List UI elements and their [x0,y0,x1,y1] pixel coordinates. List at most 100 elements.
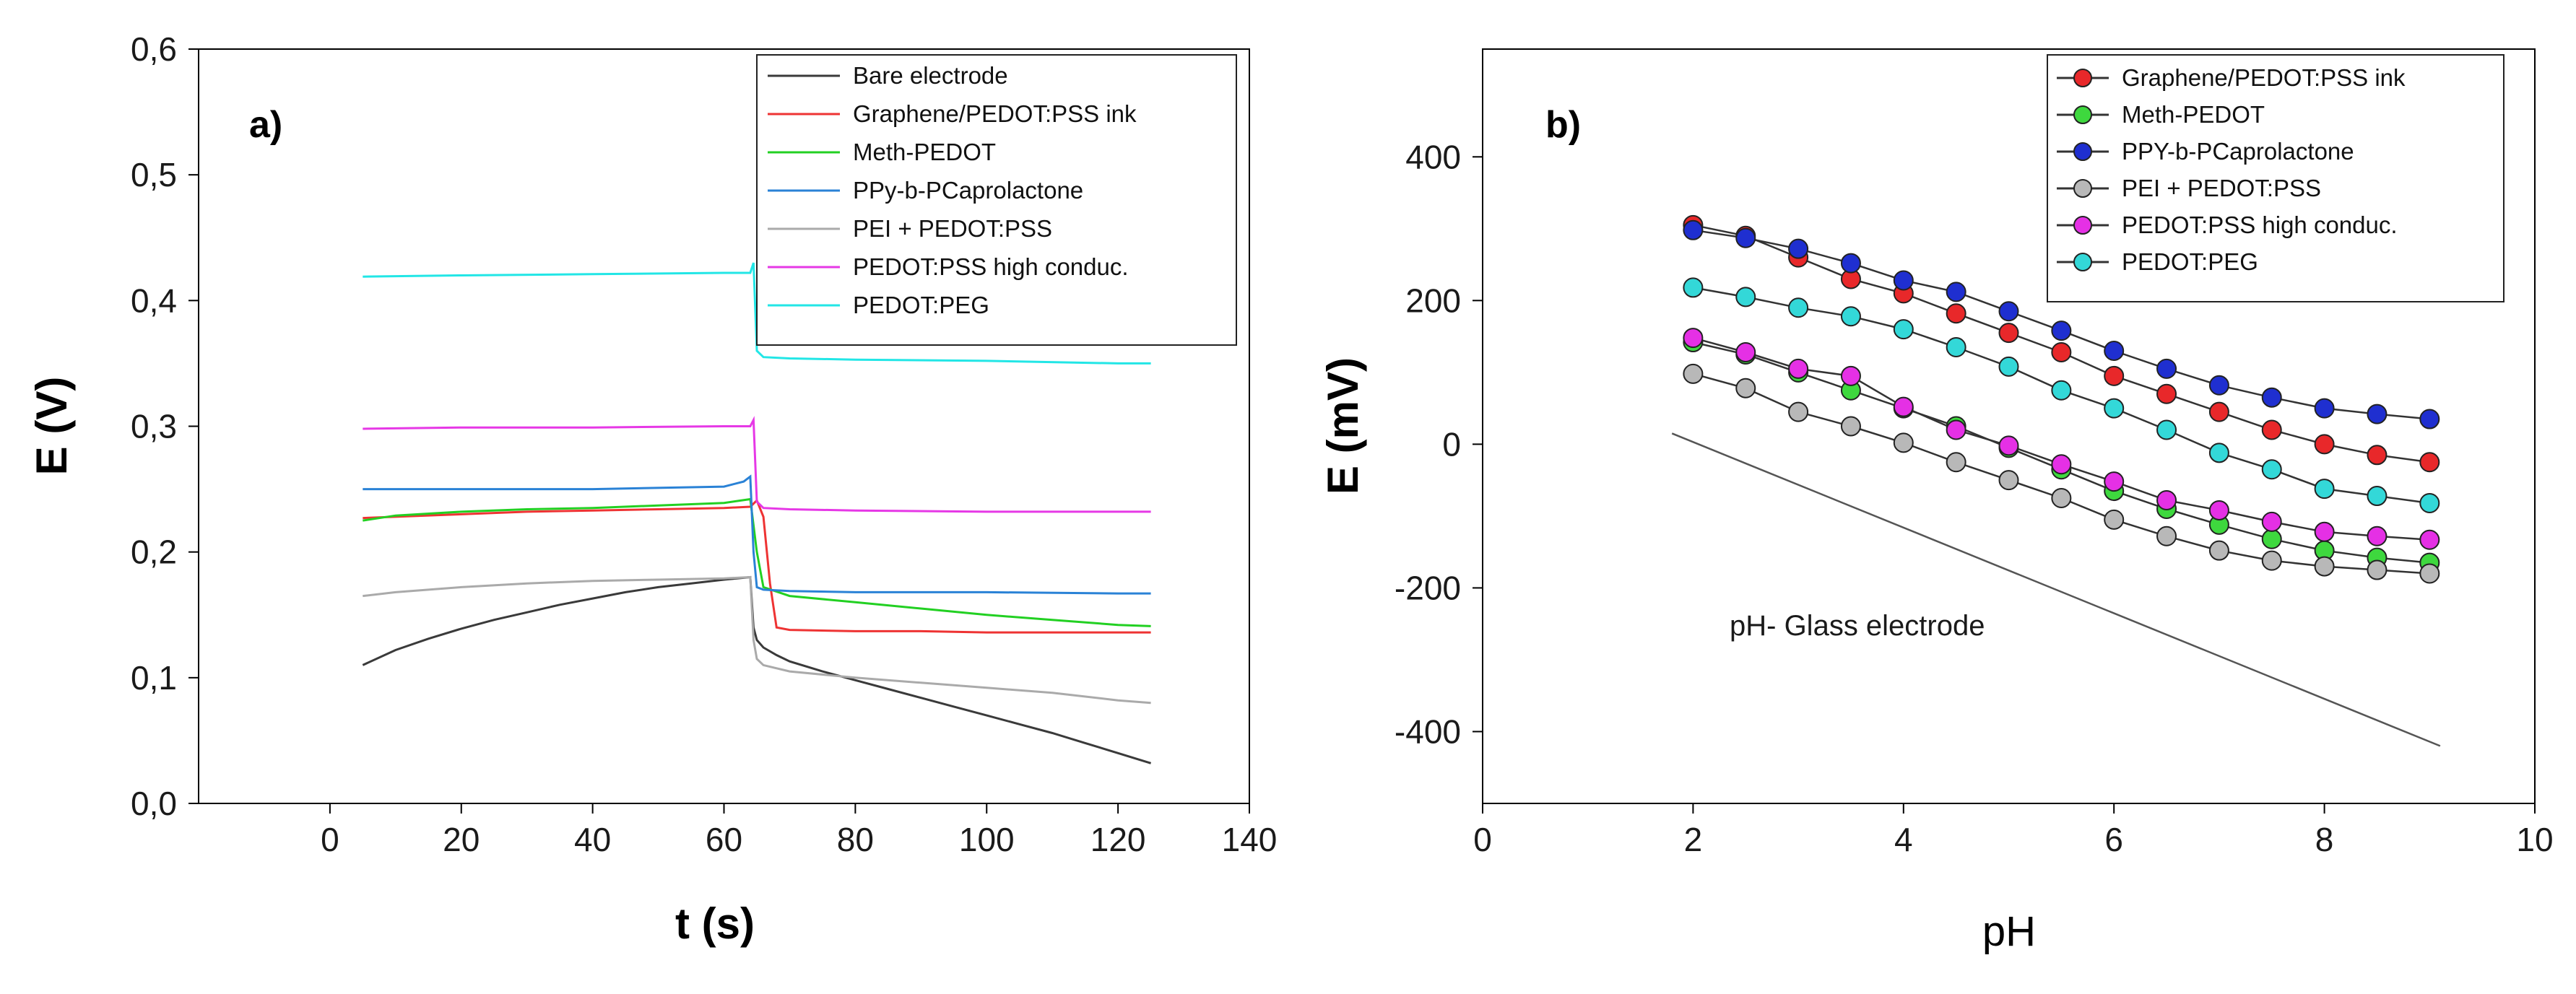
panel-a-x-tick-label: 120 [1090,821,1146,858]
panel-b-reference-line [1671,432,2441,747]
legend-marker-graphene-pedot-pss-ink [2073,69,2092,87]
data-point-ppy-b-pcaprolactone [1735,227,1756,248]
data-point-pedot-pss-high-conduc [2419,529,2440,550]
data-point-pedot-pss-high-conduc [2367,526,2388,546]
data-point-pei-pedot-pss [1998,470,2019,491]
data-point-pedot-pss-high-conduc [2314,521,2335,542]
series-line-bare-electrode [362,575,1152,764]
panel-a-label: a) [249,104,282,146]
panel-a-x-tick-label: 20 [443,821,480,858]
panel-a-y-tick-label: 0,6 [131,30,177,68]
data-point-graphene-pedot-pss-ink [2314,434,2335,455]
panel-a-legend: Bare electrode Graphene/PEDOT:PSS ink Meth… [756,54,1237,346]
data-point-pedot-pss-high-conduc [2051,454,2072,475]
legend-label-graphene-pedot-pss-ink: Graphene/PEDOT:PSS ink [853,100,1137,127]
panel-b-y-tick-label: -200 [1395,569,1461,606]
data-point-pedot-pss-high-conduc [2261,511,2282,532]
legend-marker-pedot-pss-high-conduc [2073,216,2092,235]
data-point-pei-pedot-pss [1946,452,1966,473]
panel-b-x-axis-title: pH [1982,908,2036,955]
data-point-pei-pedot-pss [2367,559,2388,580]
data-point-pedot-pss-high-conduc [2104,471,2125,492]
panel-b-x-tick-label: 10 [2516,821,2553,858]
data-point-graphene-pedot-pss-ink [1998,323,2019,344]
panel-b-x-tick-label: 6 [2104,821,2123,858]
data-point-ppy-b-pcaprolactone [1840,253,1861,274]
panel-a-y-tick-label: 0,1 [131,659,177,697]
panel-a-ticks: 0 20 40 60 80 100 120 140 0,0 0,1 0,2 0,3 0,4 0,5 0,6 [131,30,1277,858]
panel-a-y-tick-label: 0,3 [131,408,177,445]
data-point-graphene-pedot-pss-ink [1946,303,1966,324]
data-point-pei-pedot-pss [1893,432,1914,453]
panel-b-series [1683,214,2440,584]
panel-b-x-tick-label: 2 [1684,821,1703,858]
data-point-pedot-pss-high-conduc [1893,396,1914,417]
data-point-pedot-peg [1946,337,1966,358]
panel-b-y-tick-label: 400 [1405,138,1461,175]
panel-b-x-tick-label: 8 [2315,821,2334,858]
data-point-ppy-b-pcaprolactone [2261,387,2282,408]
data-point-pedot-peg [1683,277,1704,298]
panel-a-y-axis-title: E (V) [27,377,76,476]
data-point-pedot-pss-high-conduc [1998,435,2019,456]
series-line-graphene-pedot-pss-ink [363,498,1151,634]
data-point-ppy-b-pcaprolactone [2419,409,2440,430]
data-point-ppy-b-pcaprolactone [2208,375,2229,396]
legend-marker-pedot-peg [2073,253,2092,271]
data-point-pei-pedot-pss [1683,363,1704,384]
panel-a-chart: 0 20 40 60 80 100 120 1400,00,10,20,30,40,50,6 … [27,30,1277,948]
panel-b-y-tick-label: 200 [1405,282,1461,319]
legend-marker-ppy-b-pcaprolactone [2073,142,2092,161]
panel-a-legend-box [756,54,1237,346]
panel-a-x-tick-label: 80 [837,821,874,858]
panel-a-x-tick-label: 60 [706,821,742,858]
data-point-pedot-peg [1893,319,1914,340]
panel-b-x-tick-label: 0 [1473,821,1492,858]
panel-b-y-axis-title: E (mV) [1319,357,1367,494]
panel-b-y-tick-label: -400 [1395,712,1461,750]
data-point-pei-pedot-pss [2419,563,2440,584]
panel-a-x-axis-title: t (s) [675,899,755,948]
data-point-pei-pedot-pss [2261,550,2282,571]
series-line-pei-pedot-pss [363,575,1151,705]
legend-label-pedot-peg: PEDOT:PEG [853,292,989,318]
data-point-ppy-b-pcaprolactone [1893,270,1914,291]
data-point-graphene-pedot-pss-ink [2051,341,2072,362]
data-point-pei-pedot-pss [2156,526,2177,546]
legend-label-ppy-b-pcaprolactone: PPy-b-PCaprolactone [853,177,1083,204]
glass-electrode-line [1671,432,2441,747]
legend-label-ppy-b-pcaprolactone: PPY-b-PCaprolactone [2122,138,2354,165]
panel-a-y-tick-label: 0,0 [131,785,177,822]
data-point-pedot-peg [2104,398,2125,419]
legend-label-graphene-pedot-pss-ink: Graphene/PEDOT:PSS ink [2122,64,2406,91]
panel-b-chart: 0 2 4 6 8 10 -400 -200 0 200 400 b) pH- Glass elec… [1319,48,2554,955]
legend-label-pedot-pss-high-conduc: PEDOT:PSS high conduc. [853,253,1129,280]
data-point-pei-pedot-pss [2208,540,2229,561]
panel-a-x-tick-label: 100 [959,821,1015,858]
data-point-pedot-pss-high-conduc [1788,358,1809,379]
panel-a-x-tick-label: 140 [1222,821,1278,858]
data-point-pedot-peg [2419,492,2440,513]
data-point-pedot-peg [1840,306,1861,327]
legend-marker-pei-pedot-pss [2073,179,2092,198]
legend-label-pei-pedot-pss: PEI + PEDOT:PSS [853,215,1052,242]
data-point-pedot-peg [2367,486,2388,507]
legend-label-pedot-peg: PEDOT:PEG [2122,248,2258,275]
data-point-pedot-peg [2208,442,2229,463]
data-point-pedot-peg [1998,356,2019,377]
legend-label-pei-pedot-pss: PEI + PEDOT:PSS [2122,175,2321,201]
data-point-ppy-b-pcaprolactone [1683,219,1704,240]
panel-a-y-tick-label: 0,4 [131,282,177,319]
panel-a-y-tick-label: 0,5 [131,156,177,193]
data-point-pedot-pss-high-conduc [2156,490,2177,511]
series-line-pedot-peg [363,262,1151,365]
panel-b-legend-box [2047,54,2505,302]
data-point-pedot-pss-high-conduc [1946,419,1966,440]
legend-label-bare-electrode: Bare electrode [853,62,1008,89]
series-line-ppy-b-pcaprolactone [363,474,1151,595]
panel-b-annotation: pH- Glass electrode [1730,610,1985,642]
data-point-pei-pedot-pss [1735,378,1756,398]
legend-label-pedot-pss-high-conduc: PEDOT:PSS high conduc. [2122,212,2398,238]
data-point-graphene-pedot-pss-ink [2367,445,2388,466]
